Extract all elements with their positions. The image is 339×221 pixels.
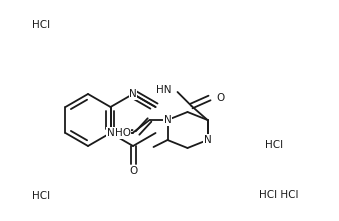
Text: HO: HO — [115, 128, 131, 138]
Text: O: O — [129, 166, 137, 176]
Text: HCl: HCl — [32, 191, 50, 201]
Text: N: N — [164, 115, 172, 125]
Text: N: N — [129, 89, 137, 99]
Text: HCl: HCl — [32, 20, 50, 30]
Text: HCl HCl: HCl HCl — [259, 190, 299, 200]
Text: N: N — [204, 135, 212, 145]
Text: HN: HN — [156, 85, 172, 95]
Text: N: N — [107, 128, 114, 138]
Text: O: O — [217, 93, 225, 103]
Text: HCl: HCl — [265, 140, 283, 150]
